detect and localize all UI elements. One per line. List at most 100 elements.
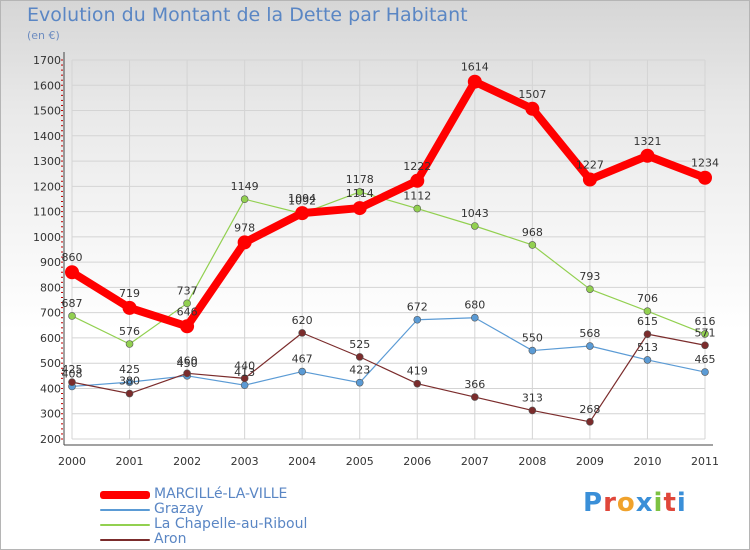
legend-label: Grazay — [154, 501, 204, 517]
x-tick-label: 2008 — [518, 455, 546, 468]
data-label: 571 — [695, 326, 716, 339]
series-line — [69, 77, 707, 331]
x-tick-label: 2009 — [576, 455, 604, 468]
series-MARCILLé-LA-VILLE — [65, 74, 712, 334]
data-point — [355, 378, 364, 387]
chart-title: Evolution du Montant de la Dette par Hab… — [27, 4, 468, 26]
logo-letter: i — [653, 488, 664, 518]
data-point — [125, 340, 134, 348]
series-line — [71, 332, 706, 423]
data-point — [240, 374, 249, 383]
data-label: 793 — [579, 270, 600, 283]
series-La Chapelle-au-Riboul — [68, 188, 709, 348]
data-point — [643, 356, 652, 364]
data-label: 380 — [119, 375, 140, 388]
data-point — [528, 241, 537, 249]
data-label: 978 — [234, 221, 255, 234]
data-point — [240, 195, 249, 204]
data-label: 423 — [349, 364, 370, 377]
y-tick-label: 1400 — [33, 130, 61, 143]
series-Grazay — [68, 313, 709, 391]
data-label: 1227 — [576, 159, 604, 172]
data-point — [183, 299, 191, 308]
y-tick-label: 1500 — [33, 105, 61, 118]
data-label: 366 — [464, 378, 485, 391]
data-label: 672 — [407, 301, 428, 314]
data-point — [355, 188, 364, 196]
data-label: 425 — [62, 363, 83, 376]
data-point — [180, 319, 195, 334]
chart-unit-label: (en €) — [27, 29, 60, 42]
data-point — [640, 148, 655, 163]
data-point — [471, 222, 479, 230]
data-point — [586, 342, 594, 350]
data-point — [410, 173, 425, 188]
data-label: 1507 — [518, 88, 546, 101]
series-line — [71, 317, 706, 388]
data-point — [298, 367, 306, 376]
data-label: 419 — [407, 365, 428, 378]
legend-label: Aron — [154, 531, 187, 547]
y-tick-label: 900 — [40, 256, 61, 269]
y-tick-label: 1200 — [33, 180, 61, 193]
data-label: 1614 — [461, 61, 489, 74]
logo-letter: P — [583, 488, 604, 518]
logo-letter: t — [663, 488, 677, 518]
logo-letter: x — [635, 488, 654, 518]
logo-letter: r — [603, 488, 617, 518]
data-point — [68, 378, 76, 386]
grid-lines — [71, 59, 706, 440]
data-point — [125, 389, 134, 398]
data-point — [698, 170, 712, 185]
data-label: 568 — [579, 327, 600, 340]
data-label: 687 — [62, 297, 83, 310]
data-point — [701, 341, 709, 350]
legend-swatch — [100, 491, 150, 499]
data-label: 737 — [177, 284, 198, 297]
data-point — [586, 285, 594, 293]
data-point — [413, 315, 422, 324]
data-label: 1321 — [633, 135, 661, 148]
data-label: 467 — [292, 353, 313, 366]
data-label: 525 — [349, 338, 370, 351]
data-point — [701, 368, 709, 376]
data-label: 576 — [119, 325, 140, 338]
data-point — [643, 307, 652, 315]
data-label: 1234 — [691, 157, 719, 170]
y-tick-label: 1000 — [33, 231, 61, 244]
y-tick-label: 400 — [40, 382, 61, 395]
data-point — [413, 379, 422, 388]
data-point — [643, 330, 652, 338]
logo-letter: o — [616, 488, 636, 518]
data-label: 1094 — [288, 192, 316, 205]
x-tick-label: 2002 — [173, 455, 201, 468]
proxiti-logo: Proxiti — [583, 488, 687, 518]
data-label: 1112 — [403, 190, 431, 203]
data-point — [582, 172, 597, 187]
data-point — [65, 265, 79, 280]
x-tick-label: 2007 — [461, 455, 489, 468]
data-label: 616 — [695, 315, 716, 328]
data-point — [240, 381, 249, 389]
data-label: 706 — [637, 292, 658, 305]
x-tick-label: 2005 — [346, 455, 374, 468]
data-label: 680 — [464, 299, 485, 312]
data-point — [183, 369, 191, 378]
data-label: 1114 — [346, 187, 374, 200]
data-label: 268 — [579, 403, 600, 416]
data-label: 1092 — [288, 195, 316, 208]
data-label: 450 — [177, 357, 198, 370]
y-tick-label: 700 — [40, 307, 61, 320]
x-tick-label: 2004 — [288, 455, 316, 468]
y-tick-label: 500 — [40, 357, 61, 370]
series-line — [71, 191, 706, 345]
data-label: 513 — [637, 341, 658, 354]
legend-label: MARCILLé-LA-VILLE — [154, 486, 288, 502]
y-tick-label: 200 — [40, 433, 61, 446]
data-point — [471, 313, 479, 322]
data-point — [68, 312, 76, 320]
data-label: 1222 — [403, 160, 431, 173]
